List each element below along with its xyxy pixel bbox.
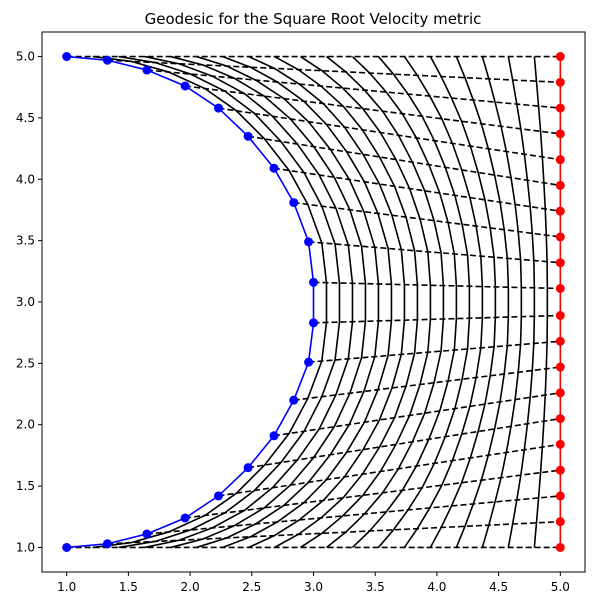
start-point-marker: [304, 357, 314, 367]
start-point-marker: [289, 395, 299, 405]
x-tick-label: 1.0: [57, 580, 76, 594]
start-point-marker: [243, 131, 253, 141]
y-tick-label: 4.0: [16, 172, 35, 186]
start-point-marker: [269, 431, 279, 441]
geodesic-curve: [351, 55, 458, 549]
end-point-marker: [555, 311, 565, 320]
start-point-marker: [62, 52, 72, 62]
end-point-marker: [555, 103, 565, 113]
end-point-marker: [555, 542, 565, 552]
point-trajectory: [273, 167, 561, 212]
geodesic-curve: [196, 55, 380, 549]
geodesic-curve: [144, 55, 354, 549]
end-point-marker: [555, 517, 565, 527]
y-tick-label: 1.0: [16, 540, 35, 554]
start-point-marker: [213, 103, 223, 113]
x-tick-label: 3.5: [366, 580, 385, 594]
x-tick-label: 2.0: [181, 580, 200, 594]
start-point-marker: [142, 529, 152, 539]
geodesic-curve: [507, 56, 536, 548]
end-point-marker: [555, 180, 565, 190]
start-point-marker: [62, 542, 72, 552]
point-trajectory: [185, 85, 561, 135]
end-point-marker: [555, 336, 565, 346]
point-trajectory: [107, 520, 561, 545]
point-trajectory: [218, 107, 561, 161]
end-point-marker: [555, 155, 565, 165]
x-tick-label: 4.5: [489, 580, 508, 594]
y-tick-label: 5.0: [16, 50, 35, 64]
start-point-marker: [309, 277, 318, 287]
start-curve-line: [66, 55, 315, 549]
end-point-marker: [555, 258, 565, 268]
geodesic-curve: [429, 56, 497, 548]
geodesic-curve: [377, 56, 471, 548]
start-point-marker: [309, 318, 318, 328]
geodesic-curve: [248, 55, 406, 549]
x-tick-label: 3.0: [304, 580, 323, 594]
geodesic-curve: [325, 55, 445, 549]
geodesic-curve: [300, 55, 432, 549]
y-tick-label: 4.5: [16, 111, 35, 125]
point-trajectory: [247, 417, 561, 469]
y-tick-label: 1.5: [16, 479, 35, 493]
geodesic-curve: [455, 56, 510, 548]
end-point-marker: [555, 414, 565, 424]
start-point-marker: [180, 81, 190, 91]
chart-title: Geodesic for the Square Root Velocity me…: [145, 10, 482, 28]
start-point-marker: [213, 491, 223, 501]
geodesic-curve: [118, 55, 341, 549]
y-tick-label: 3.0: [16, 295, 35, 309]
geodesic-curve: [533, 56, 549, 548]
point-trajectory: [308, 241, 561, 264]
start-point-marker: [180, 513, 190, 523]
plot-area: [62, 52, 565, 552]
axis-ticks: 1.0 1.5 2.0 2.5 3.0 3.5 4.0 4.5 5.0 1.0 1.5 2.0 2.5 3…: [16, 50, 570, 594]
point-trajectory: [313, 314, 561, 324]
geodesic-curve: [481, 56, 523, 548]
point-trajectory: [293, 366, 561, 401]
end-point-marker: [555, 284, 565, 293]
end-point-marker: [555, 232, 565, 242]
end-point-marker: [555, 52, 565, 62]
end-point-marker: [555, 388, 565, 398]
start-point-marker: [304, 237, 314, 247]
start-point-marker: [243, 463, 253, 473]
point-trajectory: [293, 201, 561, 238]
start-point-marker: [269, 163, 279, 173]
point-trajectory: [273, 392, 561, 437]
x-tick-label: 2.5: [242, 580, 261, 594]
end-point-marker: [555, 129, 565, 139]
x-tick-label: 4.0: [427, 580, 446, 594]
point-trajectory: [313, 281, 561, 290]
point-trajectory: [185, 469, 561, 519]
geodesic-curve: [92, 55, 328, 549]
x-tick-label: 5.0: [551, 580, 570, 594]
y-tick-label: 2.0: [16, 418, 35, 432]
point-trajectory: [107, 59, 561, 84]
point-trajectory: [146, 495, 561, 535]
end-point-marker: [555, 77, 565, 87]
end-point-marker: [555, 362, 565, 372]
point-trajectory: [218, 443, 561, 497]
end-point-marker: [555, 206, 565, 216]
start-point-marker: [142, 65, 152, 75]
x-tick-label: 1.5: [119, 580, 138, 594]
point-trajectory: [146, 69, 561, 109]
geodesic-curve: [222, 55, 393, 549]
start-point-marker: [289, 198, 299, 208]
geodesic-curve: [403, 56, 484, 548]
point-trajectory: [247, 135, 561, 187]
end-point-marker: [555, 465, 565, 475]
geodesic-curve: [170, 55, 367, 549]
end-point-marker: [555, 491, 565, 501]
start-point-marker: [102, 55, 112, 65]
point-trajectory: [308, 340, 561, 363]
start-point-marker: [102, 539, 112, 549]
y-tick-label: 3.5: [16, 234, 35, 248]
y-tick-label: 2.5: [16, 356, 35, 370]
geodesic-curve: [274, 55, 419, 549]
end-point-marker: [555, 439, 565, 449]
